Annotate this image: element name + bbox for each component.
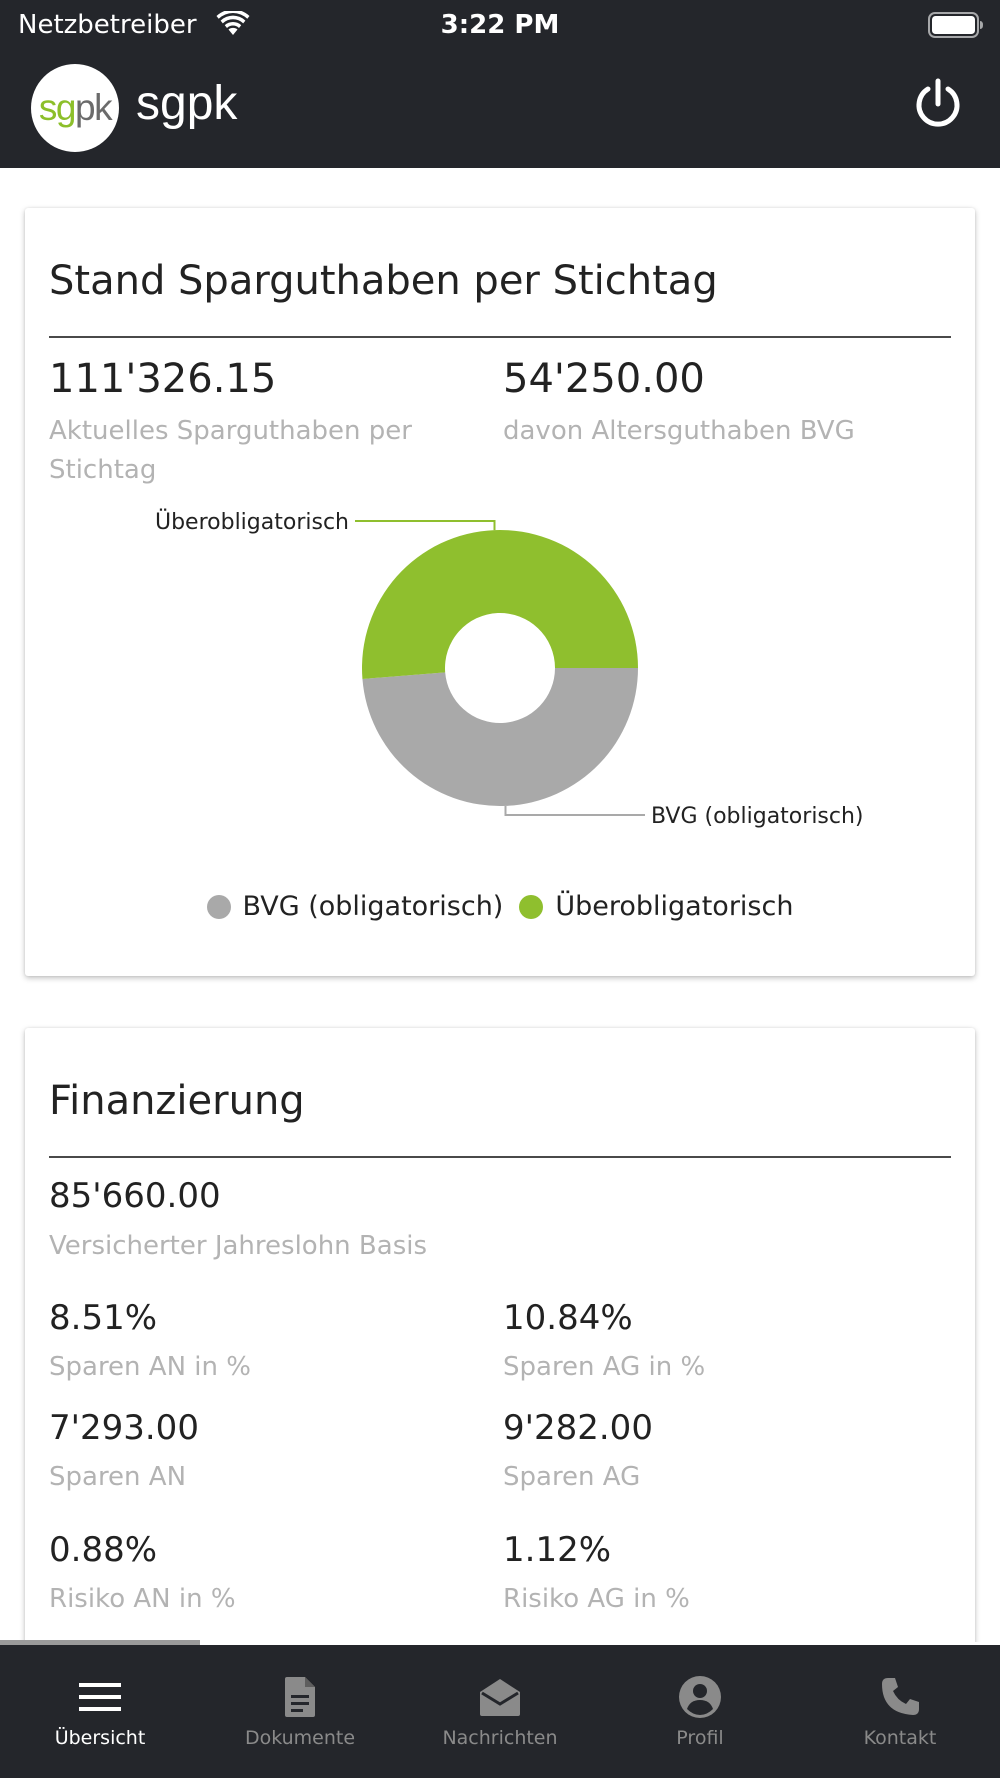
status-time: 3:22 PM — [440, 10, 560, 40]
nav-label-profile: Profil — [676, 1727, 724, 1749]
finance-card: Finanzierung 85'660.00 Versicherter Jahr… — [25, 1028, 975, 1642]
sparen-ag-pct-value: 10.84% — [503, 1298, 633, 1338]
nav-label-documents: Dokumente — [244, 1727, 356, 1749]
callout-label-bvg: BVG (obligatorisch) — [651, 804, 864, 829]
legend-dot-bvg — [206, 894, 231, 919]
nav-label-contact: Kontakt — [863, 1727, 937, 1749]
callout-label-ueberobligatorisch: Überobligatorisch — [155, 509, 349, 535]
nav-tab-messages[interactable]: Nachrichten — [400, 1645, 600, 1778]
account-circle-icon — [679, 1676, 721, 1718]
app-title: sgpk — [136, 77, 238, 130]
nav-label-messages: Nachrichten — [442, 1727, 558, 1749]
sparen-an-label: Sparen AN — [49, 1462, 187, 1492]
overview-content[interactable]: Stand Sparguthaben per Stichtag 111'326.… — [0, 168, 1000, 1642]
bvg-balance-label: davon Altersguthaben BVG — [503, 416, 855, 446]
salary-label: Versicherter Jahreslohn Basis — [49, 1231, 428, 1261]
finance-card-divider — [49, 1156, 951, 1158]
logo-pk-text: pk — [75, 87, 113, 128]
legend-dot-ueberobligatorisch — [519, 894, 544, 919]
status-bar: Netzbetreiber 3:22 PM — [0, 0, 1000, 50]
envelope-open-icon — [480, 1679, 520, 1716]
sparen-ag-label: Sparen AG — [503, 1462, 641, 1492]
savings-card-title: Stand Sparguthaben per Stichtag — [49, 258, 718, 304]
nav-tab-contact[interactable]: Kontakt — [800, 1645, 1000, 1778]
battery-icon — [928, 12, 983, 38]
savings-balance-value: 111'326.15 — [49, 356, 277, 402]
savings-card: Stand Sparguthaben per Stichtag 111'326.… — [25, 208, 975, 976]
callout-line-bvg — [504, 805, 645, 816]
legend-label-ueberobligatorisch: Überobligatorisch — [555, 891, 794, 922]
phone-icon — [882, 1678, 919, 1715]
nav-tab-profile[interactable]: Profil — [600, 1645, 800, 1778]
bvg-balance-value: 54'250.00 — [503, 356, 705, 402]
sparen-ag-pct-label: Sparen AG in % — [503, 1352, 706, 1382]
nav-tab-overview[interactable]: Übersicht — [0, 1645, 200, 1778]
donut-slice-bvg[interactable] — [362, 668, 638, 806]
carrier-name: Netzbetreiber — [18, 10, 197, 40]
savings-balance-label-line2: Stichtag — [49, 455, 157, 485]
app-header: sg pk sgpk — [0, 50, 1000, 168]
sparen-ag-value: 9'282.00 — [503, 1408, 653, 1448]
sparen-an-pct-value: 8.51% — [49, 1298, 158, 1338]
risiko-ag-pct-value: 1.12% — [503, 1530, 612, 1570]
power-icon[interactable] — [908, 74, 968, 134]
sgpk-logo: sg pk — [31, 64, 119, 152]
risiko-an-pct-value: 0.88% — [49, 1530, 158, 1570]
risiko-an-pct-label: Risiko AN in % — [49, 1584, 236, 1614]
document-icon — [285, 1677, 315, 1717]
chart-legend: BVG (obligatorisch) Überobligatorisch — [25, 891, 975, 922]
savings-balance-label-line1: Aktuelles Sparguthaben per — [49, 416, 412, 446]
savings-card-divider — [49, 336, 951, 338]
callout-line-ueberobligatorisch — [355, 520, 496, 531]
logo-sg-text: sg — [38, 87, 77, 128]
scroll-indicator — [0, 1640, 200, 1645]
wifi-icon — [216, 11, 250, 35]
nav-tab-documents[interactable]: Dokumente — [200, 1645, 400, 1778]
sparen-an-pct-label: Sparen AN in % — [49, 1352, 251, 1382]
finance-card-title: Finanzierung — [49, 1078, 305, 1124]
sparen-an-value: 7'293.00 — [49, 1408, 199, 1448]
salary-value: 85'660.00 — [49, 1176, 221, 1216]
savings-donut-chart[interactable]: BVG (obligatorisch) Überobligatorisch — [25, 508, 975, 838]
legend-label-bvg: BVG (obligatorisch) — [242, 891, 504, 922]
legend-item-ueberobligatorisch[interactable]: Überobligatorisch — [519, 891, 793, 922]
legend-item-bvg[interactable]: BVG (obligatorisch) — [206, 891, 504, 922]
nav-label-overview: Übersicht — [54, 1727, 146, 1749]
donut-slice-ueberobligatorisch[interactable] — [362, 529, 638, 679]
bottom-navigation: Übersicht Dokumente Nachrichten Profil K… — [0, 1645, 1000, 1778]
risiko-ag-pct-label: Risiko AG in % — [503, 1584, 690, 1614]
menu-icon — [79, 1683, 121, 1711]
